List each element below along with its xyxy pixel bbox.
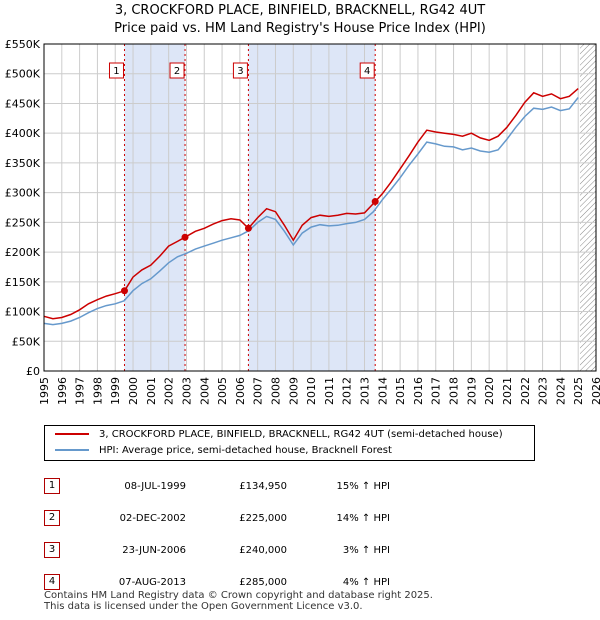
x-tick-label: 2018 (448, 377, 461, 405)
sale-price: £285,000 (239, 576, 287, 588)
legend-label-hpi: HPI: Average price, semi-detached house,… (99, 445, 392, 456)
legend-swatch-hpi (55, 449, 89, 451)
footer-copyright: Contains HM Land Registry data © Crown c… (44, 590, 433, 601)
legend-item-property: 3, CROCKFORD PLACE, BINFIELD, BRACKNELL,… (55, 427, 503, 443)
sale-label-box (232, 62, 248, 79)
sale-label-text: 3 (237, 66, 243, 77)
x-tick-label: 2016 (412, 377, 425, 405)
table-row: 1 08-JUL-1999 £134,950 15% ↑ HPI (44, 470, 390, 502)
table-row: 4 07-AUG-2013 £285,000 4% ↑ HPI (44, 566, 390, 598)
sale-label-text: 4 (364, 66, 370, 77)
sale-date: 08-JUL-1999 (124, 480, 186, 492)
chart-legend: 3, CROCKFORD PLACE, BINFIELD, BRACKNELL,… (44, 425, 535, 461)
sale-point (371, 198, 379, 206)
sale-point (244, 224, 252, 232)
sale-number-badge: 3 (44, 542, 60, 558)
y-tick-label: £200K (5, 246, 41, 259)
x-tick-label: 2022 (519, 377, 532, 405)
x-tick-label: 2001 (145, 377, 158, 405)
x-tick-label: 2007 (252, 377, 265, 405)
sale-price: £240,000 (239, 544, 287, 556)
sale-number-badge: 4 (44, 574, 60, 590)
sale-label-box (108, 62, 124, 79)
x-tick-label: 2008 (269, 377, 282, 405)
legend-label-property: 3, CROCKFORD PLACE, BINFIELD, BRACKNELL,… (99, 429, 503, 440)
ownership-period-shade (248, 44, 376, 371)
x-tick-label: 2002 (163, 377, 176, 405)
table-row: 2 02-DEC-2002 £225,000 14% ↑ HPI (44, 502, 390, 534)
footer-licence: This data is licensed under the Open Gov… (44, 601, 363, 612)
sale-price: £134,950 (239, 480, 287, 492)
sale-hpi-change: 15% ↑ HPI (336, 480, 390, 492)
x-tick-label: 2009 (287, 377, 300, 405)
x-tick-label: 2003 (180, 377, 193, 405)
legend-item-hpi: HPI: Average price, semi-detached house,… (55, 443, 392, 459)
y-tick-label: £400K (5, 127, 41, 140)
x-tick-label: 2023 (537, 377, 550, 405)
x-tick-label: 2019 (465, 377, 478, 405)
x-tick-label: 2025 (572, 377, 585, 405)
sale-label-box (359, 62, 375, 79)
x-tick-label: 2000 (127, 377, 140, 405)
forecast-hatch-region (579, 44, 596, 371)
table-row: 3 23-JUN-2006 £240,000 3% ↑ HPI (44, 534, 390, 566)
sale-point (181, 233, 189, 241)
ownership-period-shade (124, 44, 186, 371)
sale-point (120, 287, 128, 295)
x-tick-label: 2015 (394, 377, 407, 405)
x-tick-label: 2012 (341, 377, 354, 405)
x-tick-label: 1998 (91, 377, 104, 405)
x-tick-label: 2005 (216, 377, 229, 405)
sale-date: 02-DEC-2002 (119, 512, 186, 524)
x-tick-label: 1995 (38, 377, 51, 405)
x-tick-label: 2004 (198, 377, 211, 405)
y-tick-label: £450K (5, 97, 41, 110)
chart-subtitle: Price paid vs. HM Land Registry's House … (114, 21, 486, 36)
x-tick-label: 2014 (376, 377, 389, 405)
property-price-line (43, 88, 579, 320)
sales-table: 1 08-JUL-1999 £134,950 15% ↑ HPI 2 02-DE… (44, 470, 390, 598)
x-tick-label: 2021 (501, 377, 514, 405)
hpi-line (43, 97, 579, 326)
x-tick-label: 2017 (430, 377, 443, 405)
sale-number-badge: 1 (44, 478, 60, 494)
y-tick-label: £50K (12, 335, 41, 348)
y-tick-label: £0 (26, 365, 40, 378)
sale-number-badge: 2 (44, 510, 60, 526)
chart-title: 3, CROCKFORD PLACE, BINFIELD, BRACKNELL,… (114, 3, 486, 18)
x-tick-label: 2006 (234, 377, 247, 405)
x-tick-label: 1996 (56, 377, 69, 405)
x-tick-label: 1999 (109, 377, 122, 405)
sale-price: £225,000 (239, 512, 287, 524)
y-tick-label: £500K (5, 68, 41, 81)
y-tick-label: £300K (5, 187, 41, 200)
y-tick-label: £150K (5, 276, 41, 289)
price-chart: 1 2 3 4 £0 £50K £100K £150K £200K £250K £300K £350K… (5, 38, 600, 405)
sale-label-box (169, 62, 185, 79)
sale-hpi-change: 4% ↑ HPI (342, 576, 390, 588)
y-tick-label: £350K (5, 157, 41, 170)
x-tick-label: 2024 (554, 377, 567, 405)
x-tick-label: 2010 (305, 377, 318, 405)
x-tick-label: 1997 (74, 377, 87, 405)
x-tick-label: 2011 (323, 377, 336, 405)
x-tick-label: 2026 (590, 377, 600, 405)
sale-hpi-change: 3% ↑ HPI (342, 544, 390, 556)
sale-label-text: 2 (174, 66, 180, 77)
plot-frame (43, 43, 597, 372)
y-tick-label: £550K (5, 38, 41, 51)
sale-label-text: 1 (113, 66, 119, 77)
sale-date: 23-JUN-2006 (122, 544, 186, 556)
x-tick-label: 2020 (483, 377, 496, 405)
x-tick-label: 2013 (359, 377, 372, 405)
sale-date: 07-AUG-2013 (118, 576, 186, 588)
y-tick-label: £100K (5, 306, 41, 319)
legend-swatch-property (55, 433, 89, 435)
y-tick-label: £250K (5, 216, 41, 229)
sale-hpi-change: 14% ↑ HPI (336, 512, 390, 524)
